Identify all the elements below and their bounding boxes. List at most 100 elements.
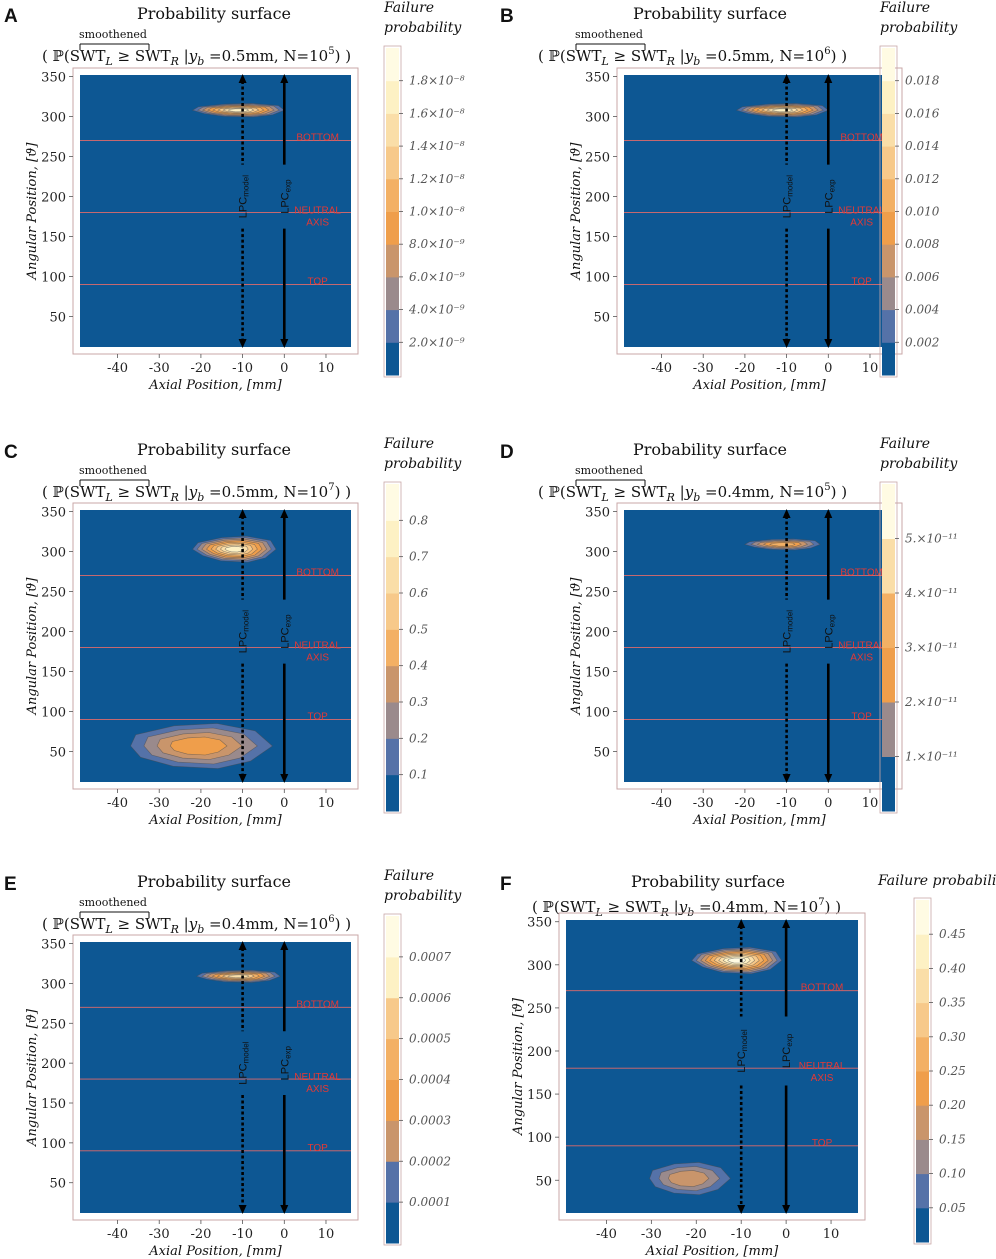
subtitle-sub-b: b — [197, 491, 204, 504]
lpc-model-label: LPCmodel — [238, 1041, 251, 1084]
colorbar-band — [916, 1139, 929, 1175]
plot-frame — [558, 912, 866, 1221]
subtitle-sub-b: b — [197, 923, 204, 936]
y-tick-label: 250 — [41, 151, 66, 166]
lpc-label-main: LPC — [782, 197, 794, 218]
lpc-exp-label: LPCexp — [279, 1045, 292, 1080]
x-tick-label: -20 — [190, 361, 211, 376]
arrow-down-icon — [238, 339, 247, 348]
arrow-down-icon — [782, 774, 791, 783]
subtitle-swt-left: SWT — [566, 47, 602, 65]
lpc-label-main: LPC — [238, 197, 250, 218]
x-tick-label: 10 — [862, 796, 879, 811]
lpc-label-main: LPC — [782, 632, 794, 653]
subtitle-end: ) ) — [335, 483, 351, 501]
y-tick-label: 100 — [41, 706, 66, 721]
region-label-axis: AXIS — [850, 218, 873, 229]
y-axis-label: Angular Position, [ϑ] — [25, 142, 40, 281]
panel-letter: C — [4, 442, 18, 463]
colorbar-band — [882, 593, 895, 648]
chart-title: Probability surface — [633, 440, 787, 459]
colorbar-band — [386, 178, 399, 212]
arrow-down-icon — [782, 339, 791, 348]
contour-level — [769, 542, 796, 547]
colorbar-band — [916, 1173, 929, 1209]
colorbar-tick-label: 0.010 — [905, 205, 940, 219]
legend-title-line-1: Failure — [879, 0, 930, 16]
arrow-down-icon — [238, 1205, 247, 1214]
x-tick-label: 0 — [824, 361, 832, 376]
colorbar-band — [916, 968, 929, 1004]
subtitle-sub-r: R — [666, 55, 675, 68]
region-label-neutral: NEUTRAL — [838, 206, 885, 217]
y-tick-label: 250 — [41, 1017, 66, 1032]
lpc-label-main: LPC — [238, 1063, 250, 1084]
smoothened-label: smoothened — [79, 28, 147, 41]
panel-d: D Probability surface ( ℙ(SWTL ≥ SWTR |yb … — [500, 436, 958, 828]
region-label-top: TOP — [851, 712, 872, 723]
y-axis-label: Angular Position, [ϑ] — [25, 1008, 40, 1147]
region-label-bottom: BOTTOM — [296, 133, 339, 144]
lpc-exp-line: LPCexp — [279, 941, 292, 1214]
colorbar-tick-label: 0.012 — [905, 172, 939, 186]
colorbar-tick-label: 0.3 — [409, 695, 428, 709]
arrow-down-icon — [824, 774, 833, 783]
colorbar-tick-label: 0.20 — [939, 1098, 966, 1112]
colorbar-tick-label: 0.0005 — [409, 1032, 451, 1046]
y-axis-label: Angular Position, [ϑ] — [569, 577, 584, 716]
colorbar-tick-label: 5.×10⁻¹¹ — [905, 532, 958, 546]
plot-frame — [616, 502, 903, 790]
x-tick-label: -10 — [776, 361, 797, 376]
lpc-label-sub: model — [242, 610, 251, 632]
colorbar-tick-label: 0.0001 — [409, 1195, 451, 1209]
subtitle-prefix: ( ℙ( — [42, 483, 70, 501]
colorbar-tick-label: 0.0007 — [409, 950, 451, 964]
lpc-exp-line: LPCexp — [823, 74, 836, 348]
y-tick-label: 250 — [527, 1002, 552, 1017]
panel-c: C Probability surface ( ℙ(SWTL ≥ SWTR |yb … — [4, 436, 462, 828]
plot-area — [624, 510, 895, 782]
contour-hotspot — [192, 535, 277, 563]
subtitle-y: y — [188, 483, 198, 501]
x-tick-label: 0 — [280, 361, 288, 376]
x-axis-label: Axial Position, [mm] — [645, 1244, 779, 1259]
lpc-label-sub: exp — [283, 614, 292, 627]
panel-a: A Probability surface ( ℙ(SWTL ≥ SWTR |yb … — [4, 0, 465, 393]
x-axis-label: Axial Position, [mm] — [692, 378, 826, 393]
y-tick-label: 300 — [585, 111, 610, 126]
x-tick-label: 0 — [824, 796, 832, 811]
colorbar-band — [882, 80, 895, 114]
subtitle-exponent: 5 — [328, 46, 334, 57]
colorbar-band — [386, 484, 399, 521]
x-axis-label: Axial Position, [mm] — [148, 813, 282, 828]
region-label-bottom: BOTTOM — [840, 133, 883, 144]
colorbar-band — [386, 556, 399, 594]
region-label-top: TOP — [307, 712, 328, 723]
colorbar-tick-label: 0.002 — [905, 335, 939, 349]
subtitle-swt-left: SWT — [70, 915, 106, 933]
subtitle-swt-left: SWT — [566, 483, 602, 501]
plot-frame — [616, 67, 903, 355]
subtitle-end: ) ) — [825, 898, 841, 916]
subtitle-prefix: ( ℙ( — [538, 483, 566, 501]
colorbar-band — [386, 48, 399, 82]
x-tick-label: 10 — [318, 361, 335, 376]
legend-title: Failure probability — [877, 873, 996, 889]
subtitle-rest: =0.5mm, N=10 — [204, 483, 328, 501]
x-tick-label: -20 — [734, 361, 755, 376]
colorbar-band — [386, 1120, 399, 1162]
subtitle-sub-r: R — [666, 491, 675, 504]
subtitle-swt-left: SWT — [70, 483, 106, 501]
colorbar-tick-label: 0.018 — [905, 74, 940, 88]
legend-title-line-1: Failure — [383, 436, 434, 452]
y-tick-label: 150 — [41, 231, 66, 246]
lpc-label-sub: exp — [827, 614, 836, 627]
x-tick-label: -20 — [190, 796, 211, 811]
colorbar-band — [386, 702, 399, 739]
subtitle-y: y — [684, 483, 694, 501]
y-tick-label: 250 — [585, 151, 610, 166]
lpc-label-sub: model — [786, 610, 795, 632]
arrow-up-icon — [737, 919, 746, 928]
x-axis-label: Axial Position, [mm] — [148, 1244, 282, 1259]
chart-title: Probability surface — [137, 872, 291, 891]
